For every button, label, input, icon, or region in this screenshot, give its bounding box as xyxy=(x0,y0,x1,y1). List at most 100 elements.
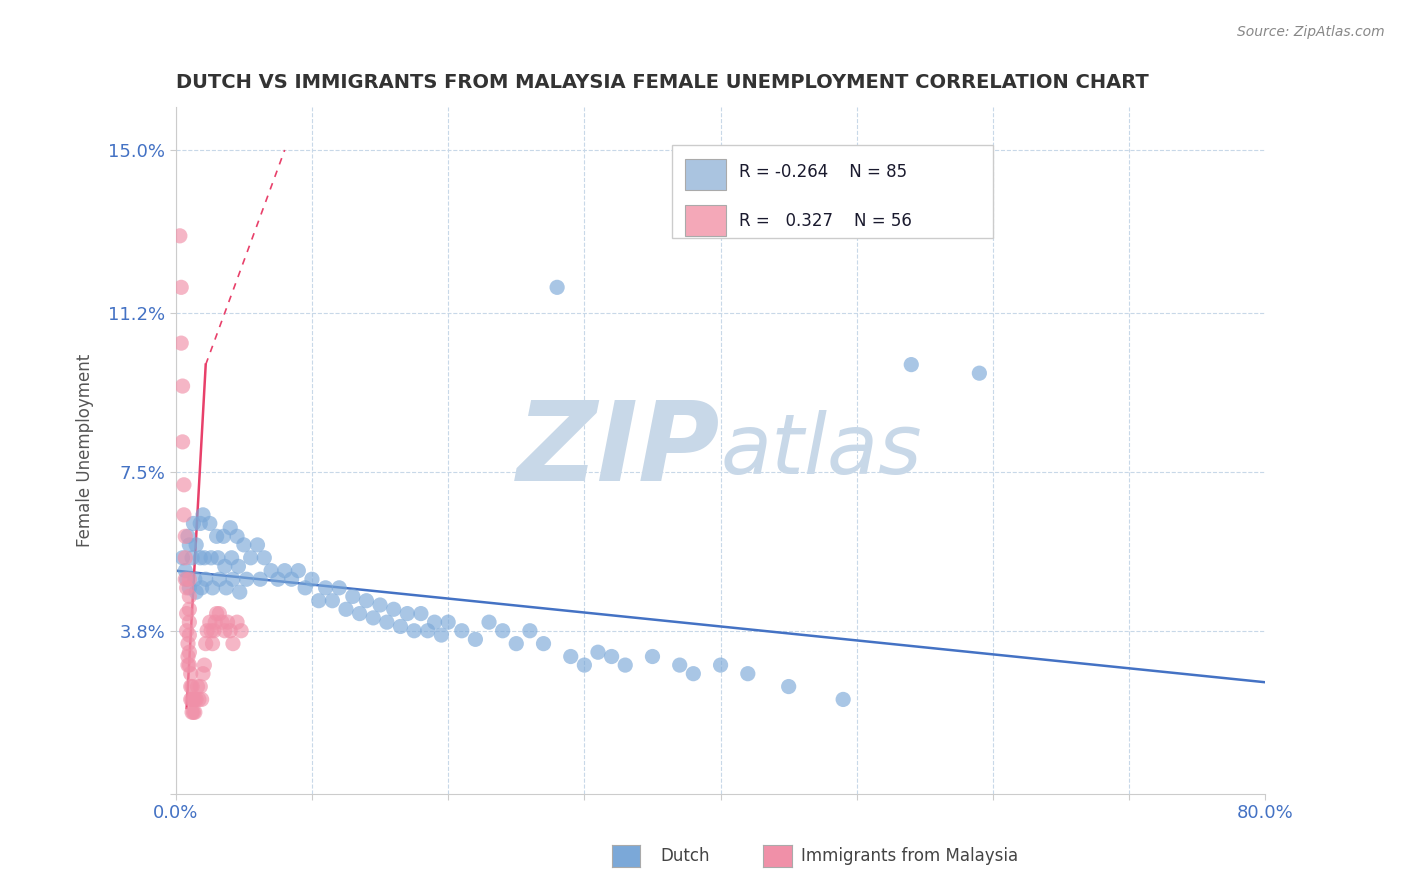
Point xyxy=(215,581,238,595)
FancyBboxPatch shape xyxy=(672,145,993,237)
Point xyxy=(217,615,239,630)
Point xyxy=(173,478,195,492)
Point xyxy=(226,615,249,630)
Point xyxy=(207,550,229,565)
FancyBboxPatch shape xyxy=(685,160,725,190)
Point xyxy=(186,680,209,694)
Point xyxy=(172,550,194,565)
Text: atlas: atlas xyxy=(721,410,922,491)
Point xyxy=(183,692,205,706)
Point xyxy=(201,637,224,651)
Point xyxy=(201,581,224,595)
Point xyxy=(211,615,233,630)
Point xyxy=(208,572,231,586)
Point xyxy=(560,649,582,664)
Point xyxy=(832,692,855,706)
Point xyxy=(186,538,208,552)
Point xyxy=(253,550,276,565)
Point xyxy=(195,624,218,638)
Point xyxy=(173,508,195,522)
Point xyxy=(219,624,242,638)
Point xyxy=(208,607,231,621)
Text: R =   0.327    N = 56: R = 0.327 N = 56 xyxy=(740,211,912,229)
Point xyxy=(389,619,412,633)
Point xyxy=(267,572,290,586)
Point xyxy=(176,624,198,638)
Point xyxy=(382,602,405,616)
Point xyxy=(179,572,201,586)
Point xyxy=(214,624,236,638)
Point xyxy=(191,666,214,681)
Text: Dutch: Dutch xyxy=(661,847,710,865)
Point xyxy=(641,649,664,664)
Point xyxy=(710,658,733,673)
Point xyxy=(188,680,211,694)
Point xyxy=(179,538,201,552)
Point xyxy=(194,637,217,651)
Point xyxy=(301,572,323,586)
Point xyxy=(361,611,384,625)
Point xyxy=(200,550,222,565)
Point xyxy=(492,624,515,638)
Point xyxy=(614,658,637,673)
Point xyxy=(239,550,262,565)
Point xyxy=(328,581,350,595)
Point xyxy=(174,529,197,543)
Point xyxy=(404,624,426,638)
Point xyxy=(212,529,235,543)
Point xyxy=(228,559,250,574)
Point xyxy=(179,645,201,659)
Text: R = -0.264    N = 85: R = -0.264 N = 85 xyxy=(740,162,907,180)
Point xyxy=(177,637,200,651)
Point xyxy=(186,585,208,599)
Point xyxy=(737,666,759,681)
Point xyxy=(260,564,283,578)
Point xyxy=(600,649,623,664)
Point xyxy=(179,602,201,616)
Point xyxy=(180,680,202,694)
Point xyxy=(274,564,297,578)
Point xyxy=(668,658,690,673)
Point xyxy=(416,624,439,638)
Point xyxy=(214,559,236,574)
Text: Source: ZipAtlas.com: Source: ZipAtlas.com xyxy=(1237,25,1385,39)
Point xyxy=(969,366,991,380)
Point xyxy=(177,649,200,664)
Point xyxy=(342,590,364,604)
Point xyxy=(184,706,207,720)
Point xyxy=(177,529,200,543)
Point xyxy=(179,581,201,595)
Point xyxy=(200,624,222,638)
Point xyxy=(179,628,201,642)
Point xyxy=(193,658,215,673)
Point xyxy=(409,607,432,621)
Point xyxy=(222,572,245,586)
Y-axis label: Female Unemployment: Female Unemployment xyxy=(76,354,94,547)
Point xyxy=(464,632,486,647)
Point xyxy=(221,550,243,565)
Point xyxy=(229,585,252,599)
Point xyxy=(368,598,391,612)
Point xyxy=(430,628,453,642)
Point xyxy=(198,516,221,531)
Point xyxy=(202,624,225,638)
Point xyxy=(682,666,704,681)
Point xyxy=(423,615,446,630)
Point xyxy=(335,602,357,616)
Point xyxy=(396,607,419,621)
Point xyxy=(183,516,205,531)
Text: ZIP: ZIP xyxy=(517,397,721,504)
Point xyxy=(280,572,302,586)
Point xyxy=(190,692,212,706)
Point xyxy=(375,615,398,630)
Point xyxy=(187,692,209,706)
Point xyxy=(450,624,472,638)
Point xyxy=(190,581,212,595)
Point xyxy=(181,550,204,565)
Point xyxy=(315,581,337,595)
Point xyxy=(181,692,204,706)
Point xyxy=(170,336,193,351)
Point xyxy=(176,607,198,621)
Point xyxy=(184,692,207,706)
Point xyxy=(349,607,371,621)
